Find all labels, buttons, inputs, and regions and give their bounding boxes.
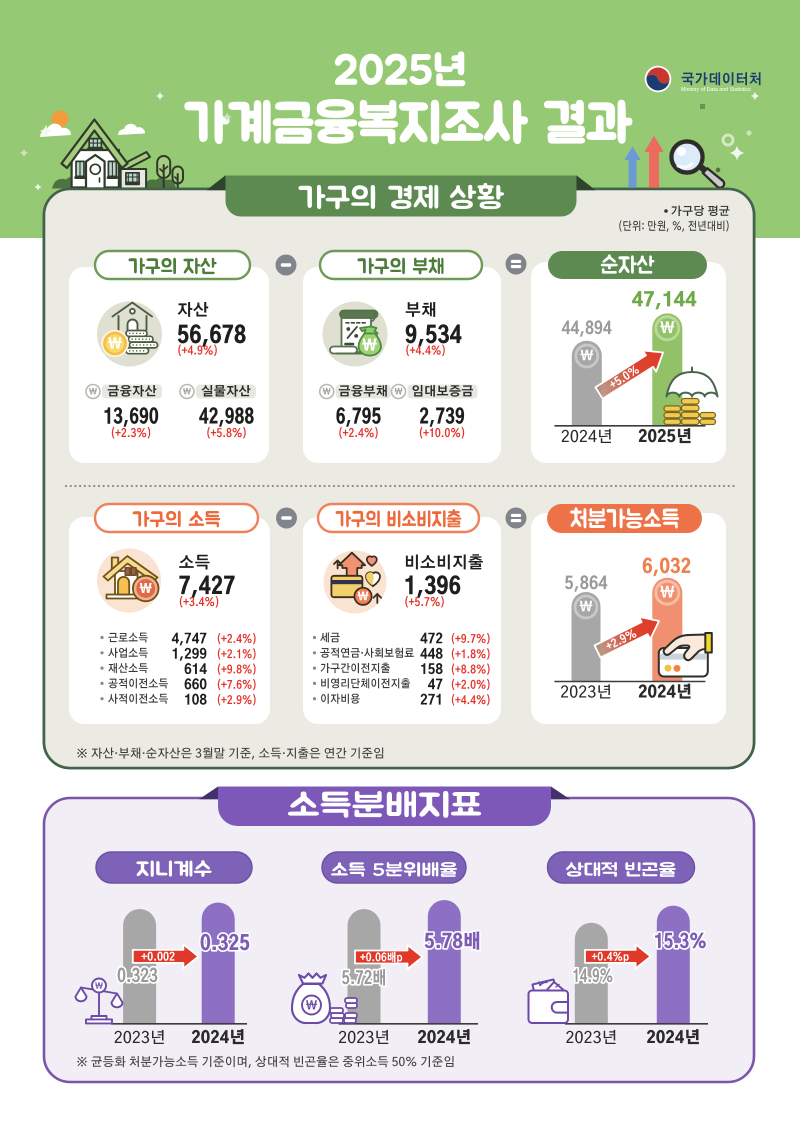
svg-text:Ministry of Data and Statistic: Ministry of Data and Statistics: [681, 87, 751, 93]
